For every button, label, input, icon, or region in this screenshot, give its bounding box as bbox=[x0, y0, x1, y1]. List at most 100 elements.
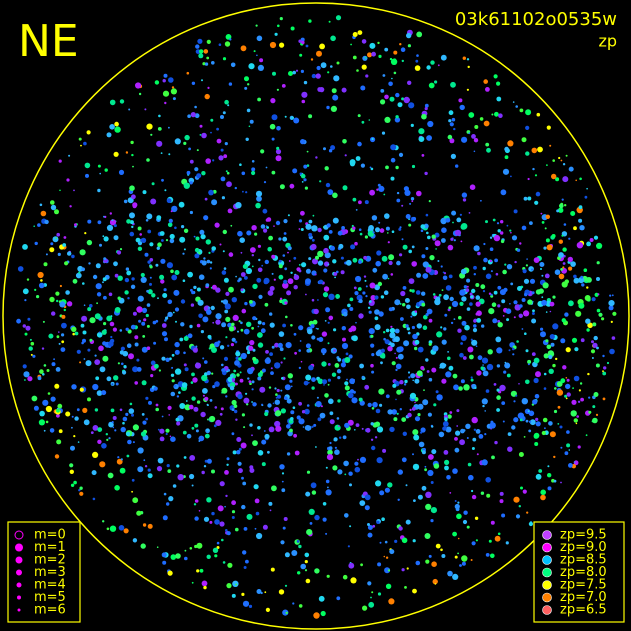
star bbox=[216, 541, 220, 545]
star bbox=[452, 531, 457, 537]
star bbox=[186, 71, 190, 75]
star bbox=[365, 285, 368, 288]
star bbox=[424, 533, 431, 539]
star bbox=[460, 342, 463, 345]
star bbox=[568, 449, 571, 451]
star bbox=[368, 601, 375, 608]
star bbox=[304, 186, 308, 190]
star bbox=[527, 177, 530, 181]
star bbox=[170, 554, 177, 560]
star bbox=[543, 353, 549, 359]
star bbox=[320, 348, 327, 354]
star bbox=[169, 238, 175, 244]
star bbox=[397, 498, 400, 501]
star bbox=[566, 392, 571, 397]
star bbox=[300, 69, 304, 73]
star bbox=[123, 365, 127, 369]
star bbox=[281, 488, 286, 493]
star bbox=[322, 379, 328, 385]
star bbox=[290, 26, 295, 31]
star bbox=[488, 308, 495, 315]
star bbox=[211, 61, 215, 65]
star bbox=[300, 139, 306, 145]
star bbox=[349, 161, 356, 167]
star bbox=[206, 259, 211, 264]
star bbox=[61, 340, 65, 344]
star bbox=[389, 96, 395, 102]
star bbox=[449, 138, 455, 144]
star bbox=[81, 315, 88, 322]
star bbox=[175, 320, 177, 323]
star bbox=[374, 316, 379, 321]
star bbox=[226, 463, 229, 466]
star bbox=[30, 353, 33, 356]
star bbox=[562, 247, 567, 252]
star bbox=[231, 516, 235, 519]
star bbox=[271, 137, 275, 141]
star bbox=[461, 136, 468, 143]
star bbox=[404, 379, 408, 384]
star bbox=[238, 447, 242, 451]
star bbox=[359, 456, 367, 463]
star bbox=[232, 314, 239, 321]
star bbox=[418, 441, 425, 448]
star bbox=[290, 324, 293, 327]
star bbox=[59, 301, 66, 308]
star bbox=[461, 320, 467, 326]
star bbox=[358, 397, 363, 402]
star bbox=[112, 416, 117, 420]
star bbox=[156, 546, 159, 548]
star bbox=[235, 275, 237, 278]
star bbox=[36, 295, 40, 299]
star bbox=[327, 263, 330, 266]
star bbox=[540, 327, 544, 331]
star bbox=[183, 363, 187, 367]
star bbox=[40, 279, 43, 282]
star bbox=[327, 321, 330, 324]
star bbox=[549, 310, 552, 313]
star bbox=[294, 450, 300, 456]
star bbox=[83, 419, 90, 426]
star bbox=[231, 432, 235, 436]
star bbox=[456, 513, 462, 520]
star bbox=[305, 278, 311, 285]
star bbox=[61, 322, 67, 329]
star bbox=[293, 332, 297, 336]
star bbox=[385, 328, 390, 333]
star bbox=[411, 325, 415, 330]
star bbox=[251, 167, 256, 172]
star bbox=[333, 349, 336, 352]
star bbox=[466, 307, 471, 311]
star bbox=[317, 87, 323, 92]
star bbox=[42, 320, 45, 323]
star bbox=[473, 150, 476, 153]
star bbox=[393, 336, 400, 343]
star bbox=[285, 315, 288, 319]
star bbox=[336, 369, 342, 374]
star bbox=[196, 569, 200, 573]
star bbox=[165, 357, 170, 362]
star bbox=[428, 554, 432, 558]
star bbox=[434, 583, 437, 585]
star bbox=[591, 357, 594, 359]
star bbox=[304, 569, 308, 572]
star bbox=[320, 405, 323, 408]
star bbox=[376, 188, 379, 191]
star bbox=[147, 468, 151, 472]
star bbox=[504, 263, 507, 266]
star bbox=[352, 226, 356, 230]
star bbox=[261, 403, 264, 406]
star bbox=[283, 357, 286, 360]
star bbox=[553, 479, 557, 483]
star bbox=[547, 486, 552, 491]
star bbox=[388, 81, 393, 87]
star bbox=[350, 577, 357, 584]
star bbox=[267, 403, 272, 408]
star bbox=[260, 328, 266, 334]
star bbox=[485, 553, 490, 557]
star bbox=[243, 527, 248, 531]
star bbox=[206, 39, 211, 45]
star bbox=[555, 177, 560, 182]
star bbox=[410, 315, 413, 318]
star bbox=[472, 328, 478, 333]
